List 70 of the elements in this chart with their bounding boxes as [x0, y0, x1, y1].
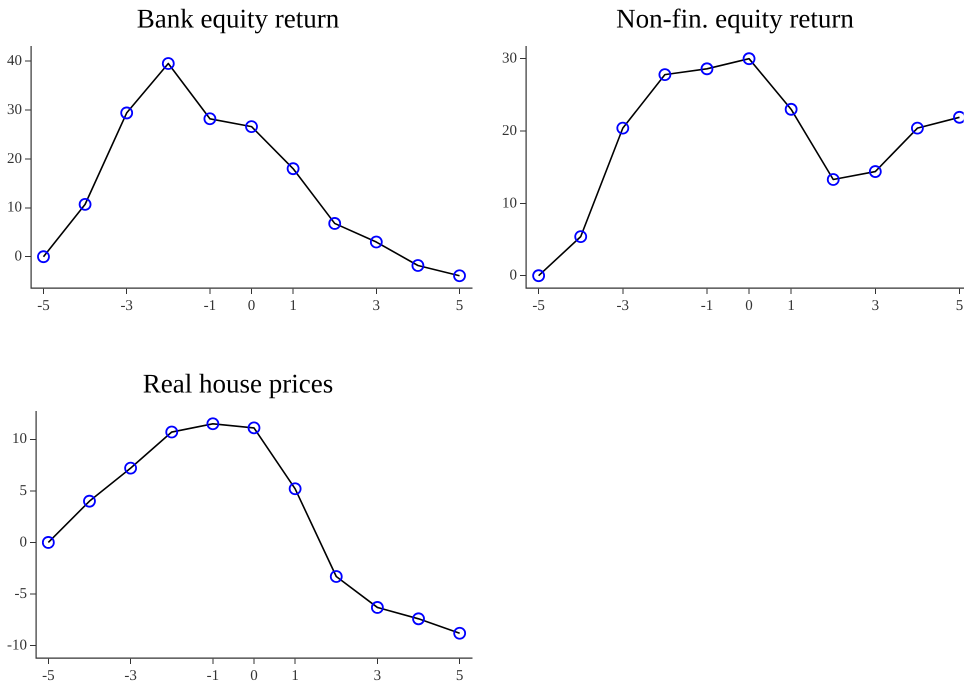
- y-tick-label: 0: [19, 534, 27, 550]
- point: [330, 570, 343, 583]
- point: [83, 494, 96, 508]
- y-tick-label: 0: [14, 248, 22, 265]
- point: [532, 269, 546, 282]
- point: [868, 165, 882, 178]
- x-tick-label: 3: [372, 298, 380, 314]
- point: [120, 106, 134, 120]
- y-tick-label: 30: [7, 102, 22, 118]
- x-tick-label: -5: [42, 668, 55, 684]
- point: [288, 482, 302, 496]
- x-tick-label: 5: [956, 298, 964, 314]
- x-tick-label: -3: [124, 668, 137, 684]
- point: [784, 102, 798, 116]
- x-tick-label: 1: [289, 298, 297, 314]
- y-tick-label: -5: [14, 586, 27, 602]
- point: [826, 173, 840, 186]
- chart-title: Non-fin. equity return: [616, 3, 854, 34]
- point: [162, 57, 175, 70]
- point: [412, 612, 425, 626]
- x-tick-label: 3: [374, 668, 382, 684]
- y-tick-label: 30: [502, 50, 517, 67]
- x-tick-label: 3: [872, 298, 880, 314]
- point: [911, 122, 924, 135]
- y-tick-label: 20: [502, 122, 517, 139]
- chart-title: Bank equity return: [136, 3, 340, 34]
- y-tick-label: 10: [7, 200, 22, 216]
- point: [328, 217, 342, 230]
- y-tick-label: 10: [12, 431, 27, 448]
- point: [203, 112, 216, 126]
- point: [453, 269, 466, 282]
- point: [574, 230, 588, 244]
- x-tick-label: 0: [250, 668, 258, 684]
- point: [248, 422, 260, 434]
- point: [37, 250, 50, 264]
- point: [42, 536, 55, 549]
- chart-title: Real house prices: [142, 368, 334, 398]
- point: [286, 162, 300, 176]
- x-tick-label: -3: [120, 298, 133, 314]
- point: [658, 68, 672, 82]
- point: [370, 236, 383, 248]
- y-tick-label: 5: [19, 482, 27, 499]
- point: [370, 601, 384, 614]
- x-tick-label: 5: [456, 668, 464, 684]
- x-tick-label: -5: [37, 298, 50, 314]
- x-tick-label: 0: [745, 298, 753, 314]
- point: [700, 62, 714, 76]
- point: [616, 122, 630, 135]
- x-tick-label: -1: [700, 298, 714, 314]
- point: [165, 426, 178, 438]
- x-tick-label: 1: [787, 298, 795, 314]
- y-tick-label: 0: [510, 268, 517, 284]
- point: [78, 198, 92, 211]
- y-tick-label: 10: [502, 195, 517, 212]
- x-tick-label: 5: [456, 298, 464, 314]
- point: [412, 259, 424, 272]
- y-tick-label: -10: [6, 638, 27, 654]
- x-tick-label: 1: [291, 668, 299, 684]
- y-tick-label: 40: [7, 53, 22, 70]
- point: [124, 462, 137, 475]
- point: [206, 417, 220, 430]
- x-tick-label: -1: [204, 298, 216, 314]
- x-tick-label: -1: [206, 668, 220, 684]
- x-tick-label: -3: [616, 298, 630, 314]
- x-tick-label: -5: [532, 298, 545, 314]
- x-tick-label: 0: [248, 298, 256, 314]
- point: [453, 626, 466, 640]
- point: [245, 120, 258, 134]
- point: [742, 52, 756, 66]
- y-tick-label: 20: [7, 150, 22, 167]
